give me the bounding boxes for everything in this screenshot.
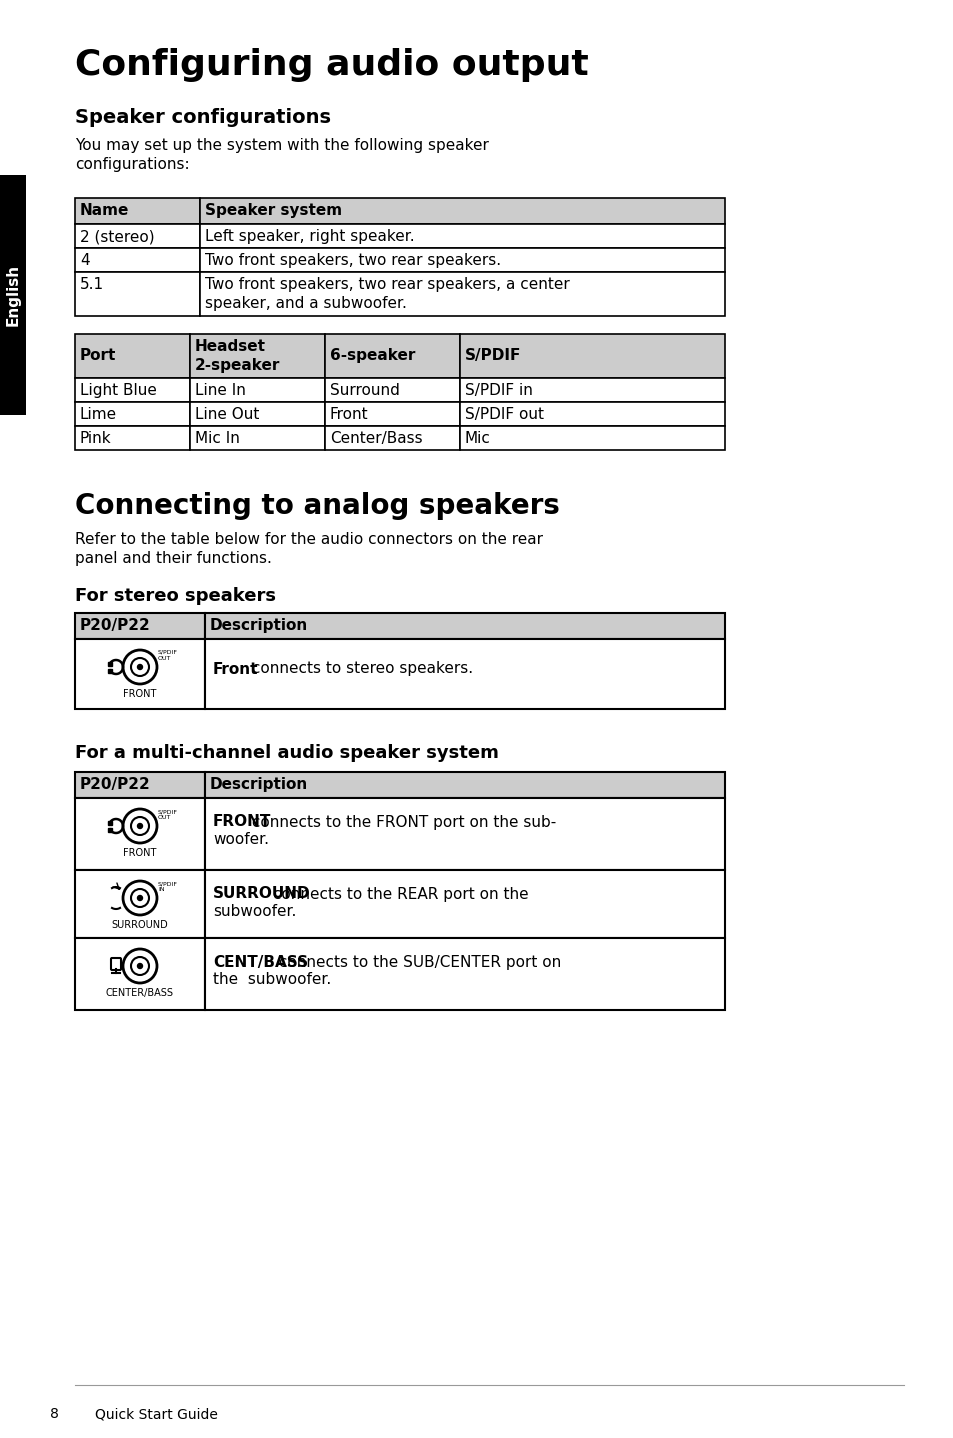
Text: You may set up the system with the following speaker
configurations:: You may set up the system with the follo… [75, 138, 488, 171]
Text: S/PDIF
OUT: S/PDIF OUT [158, 810, 178, 820]
Text: Port: Port [80, 348, 116, 362]
Text: S/PDIF
IN: S/PDIF IN [158, 881, 178, 892]
Text: connects to the REAR port on the: connects to the REAR port on the [267, 886, 528, 902]
Text: P20/P22: P20/P22 [80, 777, 151, 792]
Text: connects to the SUB/CENTER port on: connects to the SUB/CENTER port on [274, 955, 561, 969]
Text: Two front speakers, two rear speakers.: Two front speakers, two rear speakers. [205, 253, 500, 267]
Bar [75, 198, 200, 224]
Text: Mic In: Mic In [194, 431, 239, 446]
Text: CENT/BASS: CENT/BASS [213, 955, 308, 969]
Text: Lime: Lime [80, 407, 117, 421]
Bar [75, 426, 190, 450]
Text: Quick Start Guide: Quick Start Guide [95, 1406, 217, 1421]
Text: For a multi-channel audio speaker system: For a multi-channel audio speaker system [75, 743, 498, 762]
Text: connects to the FRONT port on the sub-: connects to the FRONT port on the sub- [247, 814, 556, 830]
Text: FRONT: FRONT [123, 689, 156, 699]
Bar [75, 938, 205, 1009]
Bar [75, 403, 190, 426]
Text: P20/P22: P20/P22 [80, 618, 151, 633]
Text: Light Blue: Light Blue [80, 383, 156, 398]
Text: 4: 4 [80, 253, 90, 267]
Text: FRONT: FRONT [123, 848, 156, 858]
Text: S/PDIF
OUT: S/PDIF OUT [158, 650, 178, 661]
Bar [325, 426, 459, 450]
Bar [75, 613, 205, 638]
Bar [205, 938, 724, 1009]
Text: Refer to the table below for the audio connectors on the rear
panel and their fu: Refer to the table below for the audio c… [75, 532, 542, 565]
Bar [325, 334, 459, 378]
Text: SURROUND: SURROUND [112, 920, 168, 930]
Text: Front: Front [330, 407, 368, 421]
Bar [459, 426, 724, 450]
Bar [205, 798, 724, 870]
Text: connects to stereo speakers.: connects to stereo speakers. [247, 661, 473, 676]
Bar [459, 378, 724, 403]
Text: 5.1: 5.1 [80, 278, 104, 292]
Text: Line In: Line In [194, 383, 246, 398]
Bar [459, 403, 724, 426]
Text: SURROUND: SURROUND [213, 886, 311, 902]
Text: Two front speakers, two rear speakers, a center
speaker, and a subwoofer.: Two front speakers, two rear speakers, a… [205, 278, 569, 311]
Text: Speaker system: Speaker system [205, 203, 342, 219]
Text: Speaker configurations: Speaker configurations [75, 108, 331, 127]
Bar [200, 247, 724, 272]
Text: subwoofer.: subwoofer. [213, 905, 296, 919]
Bar [75, 638, 205, 709]
Text: the  subwoofer.: the subwoofer. [213, 972, 331, 988]
Bar [190, 334, 325, 378]
Text: S/PDIF in: S/PDIF in [464, 383, 533, 398]
Text: Description: Description [210, 777, 308, 792]
Bar [75, 334, 190, 378]
Bar [75, 378, 190, 403]
Text: FRONT: FRONT [213, 814, 271, 830]
Bar [459, 334, 724, 378]
Text: Mic: Mic [464, 431, 491, 446]
Circle shape [137, 824, 142, 828]
Text: English: English [6, 265, 20, 326]
Text: For stereo speakers: For stereo speakers [75, 587, 275, 605]
Bar [325, 403, 459, 426]
Text: Left speaker, right speaker.: Left speaker, right speaker. [205, 229, 415, 244]
Bar [200, 272, 724, 316]
Text: woofer.: woofer. [213, 833, 269, 847]
Text: Headset
2-speaker: Headset 2-speaker [194, 339, 280, 372]
Text: Name: Name [80, 203, 130, 219]
Bar [75, 247, 200, 272]
Bar [325, 378, 459, 403]
Text: Front: Front [213, 661, 258, 676]
Bar [205, 638, 724, 709]
Text: S/PDIF out: S/PDIF out [464, 407, 543, 421]
Bar [75, 870, 205, 938]
Text: S/PDIF: S/PDIF [464, 348, 521, 362]
Text: 8: 8 [50, 1406, 59, 1421]
Bar [200, 198, 724, 224]
Bar [75, 772, 205, 798]
Text: CENTER/BASS: CENTER/BASS [106, 988, 173, 998]
Circle shape [137, 664, 142, 670]
Bar [75, 272, 200, 316]
Bar [190, 426, 325, 450]
Bar [205, 772, 724, 798]
Text: Surround: Surround [330, 383, 399, 398]
Text: Description: Description [210, 618, 308, 633]
Text: Center/Bass: Center/Bass [330, 431, 422, 446]
Bar [190, 378, 325, 403]
Circle shape [137, 896, 142, 900]
Text: Connecting to analog speakers: Connecting to analog speakers [75, 492, 559, 521]
Text: Line Out: Line Out [194, 407, 259, 421]
Bar [190, 403, 325, 426]
Text: Pink: Pink [80, 431, 112, 446]
Bar [75, 224, 200, 247]
Text: 2 (stereo): 2 (stereo) [80, 229, 154, 244]
Bar [0, 175, 26, 416]
Text: 6-speaker: 6-speaker [330, 348, 415, 362]
Circle shape [137, 963, 142, 969]
Text: Configuring audio output: Configuring audio output [75, 47, 588, 82]
Bar [205, 613, 724, 638]
Bar [75, 798, 205, 870]
Bar [205, 870, 724, 938]
Bar [200, 224, 724, 247]
